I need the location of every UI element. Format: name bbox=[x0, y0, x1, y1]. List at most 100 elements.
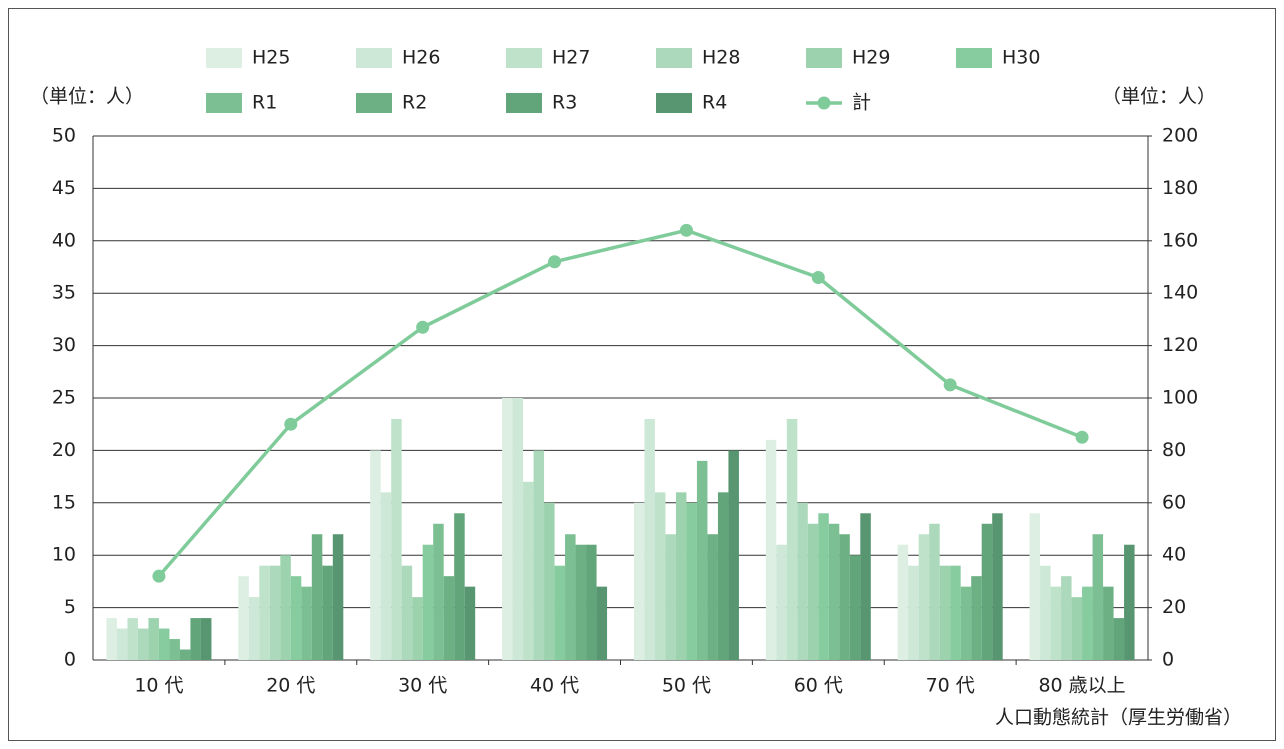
legend-swatch bbox=[656, 93, 692, 113]
bar bbox=[586, 544, 597, 660]
y2-tick-label: 20 bbox=[1162, 596, 1186, 618]
bar bbox=[380, 492, 392, 660]
bar bbox=[1029, 513, 1041, 660]
y2-tick-label: 0 bbox=[1162, 649, 1174, 671]
legend-swatch bbox=[356, 48, 392, 68]
legend-swatch bbox=[506, 93, 542, 113]
legend-swatch bbox=[806, 48, 842, 68]
bar bbox=[523, 481, 534, 660]
bar bbox=[179, 649, 191, 660]
x-tick-label: 40 代 bbox=[530, 675, 579, 697]
y-tick-label: 35 bbox=[52, 282, 76, 304]
line bbox=[157, 228, 1083, 578]
point bbox=[152, 569, 166, 583]
bar bbox=[575, 544, 587, 660]
legend-label: H30 bbox=[1002, 47, 1040, 69]
bar bbox=[633, 502, 645, 660]
y-tick-label: 0 bbox=[64, 649, 76, 671]
source: 人口動態統計（厚生労働省） bbox=[995, 707, 1242, 729]
bar bbox=[981, 523, 993, 660]
x-tick-label: 20 代 bbox=[266, 675, 315, 697]
bar bbox=[776, 544, 787, 660]
y-tick-label: 45 bbox=[52, 177, 76, 199]
legend-label: H25 bbox=[252, 47, 290, 69]
y2-tick-label: 200 bbox=[1162, 125, 1198, 147]
y-axis-label: （単位：人） bbox=[30, 86, 144, 108]
bar bbox=[839, 534, 850, 660]
legend-swatch bbox=[956, 48, 992, 68]
frame bbox=[8, 8, 1276, 741]
bar bbox=[464, 586, 476, 660]
bar bbox=[596, 586, 608, 660]
point bbox=[811, 270, 825, 284]
point bbox=[284, 417, 298, 431]
bar bbox=[971, 576, 982, 660]
point bbox=[416, 320, 430, 334]
bar bbox=[269, 565, 281, 660]
bar bbox=[502, 398, 513, 660]
bar bbox=[565, 534, 576, 660]
bar bbox=[818, 513, 829, 660]
bar bbox=[686, 502, 697, 660]
bar bbox=[939, 565, 951, 660]
bar bbox=[786, 418, 798, 660]
y-tick-label: 40 bbox=[52, 229, 76, 251]
bar bbox=[1103, 586, 1114, 660]
bar bbox=[1071, 597, 1083, 660]
x-tick-label: 10 代 bbox=[134, 675, 183, 697]
bar bbox=[311, 534, 323, 660]
bar bbox=[259, 565, 270, 660]
bar bbox=[908, 565, 919, 660]
bar bbox=[728, 450, 739, 660]
x-tick-label: 60 代 bbox=[794, 675, 843, 697]
bar bbox=[1082, 586, 1093, 660]
y2-tick-label: 100 bbox=[1162, 387, 1198, 409]
bar bbox=[554, 565, 566, 660]
bar bbox=[106, 618, 117, 660]
bar bbox=[1040, 565, 1051, 660]
bar bbox=[918, 534, 930, 660]
bar bbox=[301, 586, 312, 660]
bar bbox=[533, 450, 545, 660]
bar bbox=[707, 534, 718, 660]
bar bbox=[765, 439, 777, 660]
y2-tick-label: 120 bbox=[1162, 334, 1198, 356]
bar bbox=[950, 565, 961, 660]
point bbox=[548, 255, 562, 269]
y2-axis-label: （単位：人） bbox=[1102, 86, 1216, 108]
y2-tick-label: 140 bbox=[1162, 282, 1198, 304]
y-tick-label: 20 bbox=[52, 439, 76, 461]
y-tick-label: 15 bbox=[52, 491, 76, 513]
point bbox=[679, 223, 693, 237]
bar bbox=[412, 597, 423, 660]
bar bbox=[1124, 544, 1135, 660]
bar bbox=[1050, 586, 1062, 660]
bar bbox=[929, 523, 940, 660]
bar bbox=[654, 492, 666, 660]
bar bbox=[422, 544, 434, 660]
bar bbox=[290, 576, 302, 660]
bar bbox=[200, 618, 212, 660]
legend-swatch bbox=[206, 93, 242, 113]
bar bbox=[897, 544, 909, 660]
legend-swatch bbox=[656, 48, 692, 68]
point bbox=[1075, 430, 1089, 444]
x-tick-label: 30 代 bbox=[398, 675, 447, 697]
legend-label: R4 bbox=[702, 92, 727, 114]
bar bbox=[401, 565, 413, 660]
legend-label: H27 bbox=[552, 47, 590, 69]
legend-swatch bbox=[506, 48, 542, 68]
bar bbox=[544, 502, 555, 660]
bar bbox=[860, 513, 871, 660]
legend-swatch bbox=[206, 48, 242, 68]
bar bbox=[454, 513, 465, 660]
x-tick-label: 70 代 bbox=[926, 675, 975, 697]
bar bbox=[280, 555, 291, 660]
legend-label: H26 bbox=[402, 47, 440, 69]
bar bbox=[238, 576, 249, 660]
bar bbox=[433, 523, 444, 660]
y2-tick-label: 60 bbox=[1162, 491, 1186, 513]
bar bbox=[828, 523, 840, 660]
bar bbox=[992, 513, 1003, 660]
